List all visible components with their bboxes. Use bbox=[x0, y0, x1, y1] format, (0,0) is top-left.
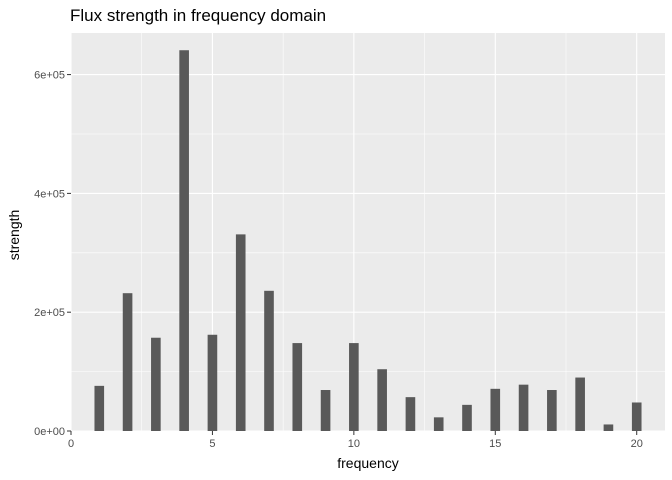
bar bbox=[433, 417, 444, 431]
x-tick-label: 15 bbox=[489, 438, 501, 450]
chart-title: Flux strength in frequency domain bbox=[70, 6, 326, 25]
bar bbox=[179, 50, 189, 431]
bar bbox=[405, 397, 416, 431]
bar bbox=[631, 402, 642, 431]
x-tick-label: 5 bbox=[209, 438, 215, 450]
y-tick-label: 6e+05 bbox=[34, 70, 65, 82]
x-tick-label: 20 bbox=[631, 438, 643, 450]
bar bbox=[518, 384, 529, 431]
bar bbox=[547, 390, 557, 431]
bars bbox=[94, 50, 642, 431]
y-tick-label: 0e+00 bbox=[34, 426, 65, 438]
bar bbox=[349, 343, 359, 431]
bar bbox=[151, 337, 161, 431]
grid-minor bbox=[71, 33, 665, 431]
bar bbox=[462, 404, 472, 431]
x-axis-title: frequency bbox=[337, 455, 398, 471]
y-axis-title: strength bbox=[6, 210, 22, 261]
bar bbox=[292, 343, 303, 431]
x-tick-label: 10 bbox=[348, 438, 360, 450]
bar bbox=[94, 385, 105, 431]
x-axis: 0 5 10 15 20 bbox=[68, 431, 643, 450]
bar bbox=[207, 334, 218, 431]
bar bbox=[603, 424, 614, 431]
bar bbox=[575, 377, 585, 431]
bar bbox=[320, 390, 331, 431]
bar bbox=[490, 388, 501, 431]
y-tick-label: 2e+05 bbox=[34, 307, 65, 319]
bar bbox=[264, 290, 274, 431]
bar bbox=[122, 293, 133, 431]
y-tick-label: 4e+05 bbox=[34, 188, 65, 200]
bar bbox=[235, 234, 246, 431]
y-axis: 0e+00 2e+05 4e+05 6e+05 bbox=[34, 70, 71, 438]
x-tick-label: 0 bbox=[68, 438, 74, 450]
bar bbox=[377, 369, 387, 431]
